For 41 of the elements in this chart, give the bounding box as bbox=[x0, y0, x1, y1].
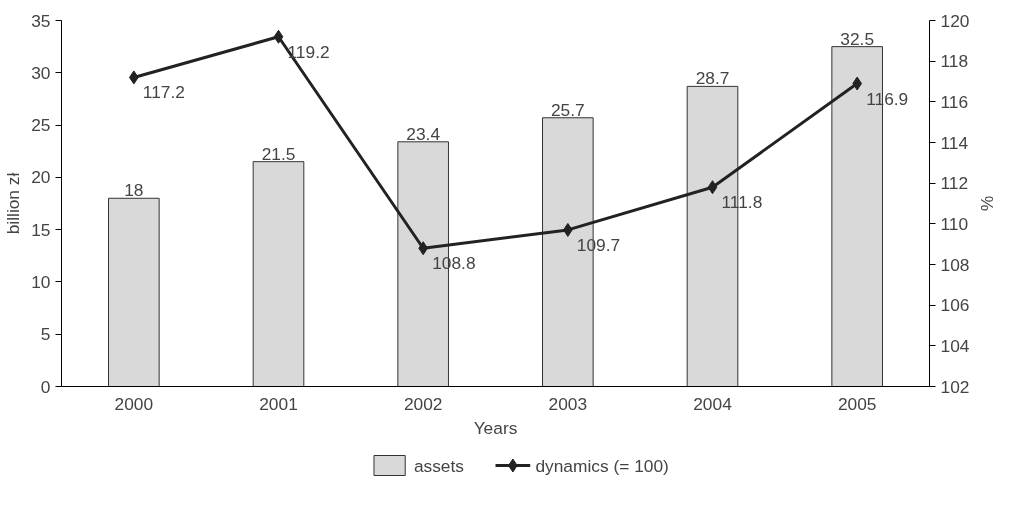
y-tick-label: 30 bbox=[31, 62, 51, 83]
data-label: 18 bbox=[124, 180, 144, 201]
x-tick-label: 2005 bbox=[837, 393, 877, 414]
data-label: 119.2 bbox=[287, 41, 330, 62]
x-tick-label: 2004 bbox=[693, 393, 733, 414]
y-tick-label: 25 bbox=[31, 115, 51, 136]
x-axis-title: Years bbox=[473, 417, 518, 438]
y-tick-label: 35 bbox=[31, 10, 51, 31]
point bbox=[273, 29, 284, 44]
data-label: 25.7 bbox=[550, 99, 585, 120]
y-tick-label: 5 bbox=[40, 324, 51, 345]
y2-tick-label: 110 bbox=[940, 213, 969, 234]
data-label: 32.5 bbox=[840, 28, 875, 49]
legend-label: dynamics (= 100) bbox=[535, 455, 669, 476]
y2-tick-label: 116 bbox=[940, 91, 969, 112]
x-tick-label: 2000 bbox=[114, 393, 154, 414]
point bbox=[707, 180, 718, 195]
data-label: 21.5 bbox=[261, 143, 296, 164]
y-tick-label: 0 bbox=[40, 376, 51, 397]
data-label: 28.7 bbox=[695, 68, 730, 89]
y2-tick-label: 106 bbox=[940, 295, 970, 316]
y2-tick-label: 104 bbox=[940, 335, 970, 356]
data-label: 117.2 bbox=[142, 82, 185, 103]
y2-tick-label: 118 bbox=[940, 51, 969, 72]
y2-axis-title: % bbox=[977, 195, 998, 212]
x-tick-label: 2002 bbox=[403, 393, 443, 414]
bar bbox=[108, 197, 160, 387]
y-axis-title: billion zł bbox=[3, 172, 24, 235]
y-tick-label: 15 bbox=[31, 219, 51, 240]
y2-tick-label: 112 bbox=[940, 173, 969, 194]
data-label: 23.4 bbox=[406, 123, 441, 144]
y-tick-label: 10 bbox=[31, 271, 51, 292]
legend-label: assets bbox=[413, 455, 465, 476]
x-tick-label: 2001 bbox=[259, 393, 298, 414]
y-tick-label: 20 bbox=[31, 167, 51, 188]
y2-tick-label: 114 bbox=[940, 132, 969, 153]
y2-tick-label: 102 bbox=[940, 376, 970, 397]
y2-tick-label: 108 bbox=[940, 254, 970, 275]
y2-tick-label: 120 bbox=[940, 10, 970, 31]
x-tick-label: 2003 bbox=[548, 393, 588, 414]
bar bbox=[252, 161, 305, 387]
